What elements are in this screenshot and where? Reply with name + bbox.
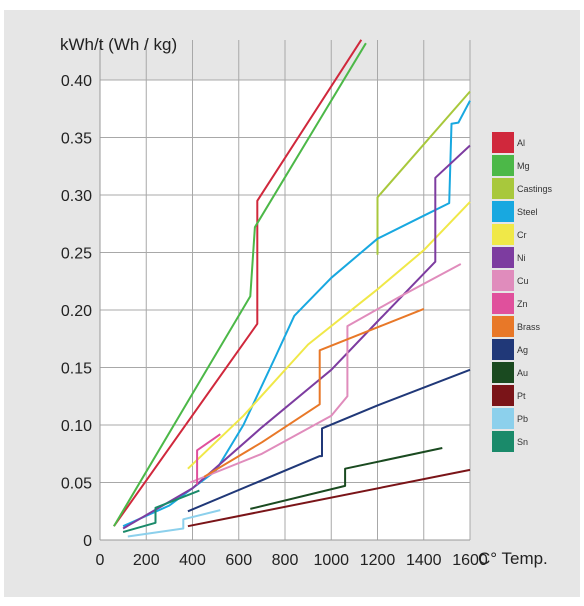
legend-swatch xyxy=(492,339,514,360)
x-tick-label: 1000 xyxy=(313,552,349,569)
series-line-castings xyxy=(376,90,471,255)
legend-swatch xyxy=(492,155,514,176)
x-tick-label: 400 xyxy=(179,552,206,569)
y-axis-label: kWh/t (Wh / kg) xyxy=(60,35,177,54)
series-line-brass xyxy=(203,307,425,478)
legend-label: Ag xyxy=(517,345,528,355)
x-tick-label: 800 xyxy=(272,552,299,569)
x-tick-label: 600 xyxy=(225,552,252,569)
tick-labels: 0 200 400 600 800 1000 1200 1400 1600 0 0.05 0.10 0.… xyxy=(61,73,488,569)
legend-swatch xyxy=(492,270,514,291)
y-tick-label: 0.20 xyxy=(61,303,92,320)
legend-swatch xyxy=(492,408,514,429)
legend-swatch xyxy=(492,178,514,199)
series-line-pb xyxy=(127,509,221,538)
y-tick-label: 0.10 xyxy=(61,418,92,435)
legend-swatch xyxy=(492,316,514,337)
series-line-cu xyxy=(189,263,462,484)
legend-label: Pb xyxy=(517,414,528,424)
legend-label: Al xyxy=(517,138,525,148)
legend-label: Cu xyxy=(517,276,529,286)
legend-label: Steel xyxy=(517,207,538,217)
y-tick-label: 0.30 xyxy=(61,188,92,205)
series-line-ni xyxy=(122,144,471,530)
legend-label: Pt xyxy=(517,391,526,401)
series-line-mg xyxy=(113,42,367,527)
series-line-au xyxy=(250,447,443,510)
legend-swatch xyxy=(492,362,514,383)
series-line-pt xyxy=(187,468,471,528)
legend-label: Zn xyxy=(517,299,528,309)
legend-label: Cr xyxy=(517,230,527,240)
y-tick-label: 0 xyxy=(83,533,92,550)
x-tick-label: 0 xyxy=(96,552,105,569)
series-lines xyxy=(113,39,471,538)
x-tick-label: 1400 xyxy=(406,552,442,569)
series-line-zn xyxy=(196,433,221,485)
legend-swatch xyxy=(492,224,514,245)
legend: Al Mg Castings Steel Cr Ni Cu Zn Brass Ag Au Pt Pb Sn xyxy=(492,132,553,452)
legend-label: Brass xyxy=(517,322,541,332)
y-tick-label: 0.05 xyxy=(61,476,92,493)
series-line-cr xyxy=(187,201,471,470)
legend-label: Castings xyxy=(517,184,553,194)
x-axis-label: C° Temp. xyxy=(478,549,548,568)
x-tick-label: 1200 xyxy=(360,552,396,569)
x-tick-label: 1600 xyxy=(452,552,488,569)
legend-label: Au xyxy=(517,368,528,378)
y-tick-label: 0.25 xyxy=(61,246,92,263)
legend-label: Sn xyxy=(517,437,528,447)
series-line-al xyxy=(113,39,363,527)
series-line-ag xyxy=(187,368,471,513)
grid xyxy=(99,40,471,541)
legend-swatch xyxy=(492,132,514,153)
legend-label: Mg xyxy=(517,161,530,171)
y-tick-label: 0.15 xyxy=(61,361,92,378)
y-tick-label: 0.40 xyxy=(61,73,92,90)
y-tick-label: 0.35 xyxy=(61,131,92,148)
legend-swatch xyxy=(492,385,514,406)
series-line-sn xyxy=(122,489,200,533)
legend-swatch xyxy=(492,431,514,452)
legend-label: Ni xyxy=(517,253,526,263)
legend-swatch xyxy=(492,293,514,314)
legend-swatch xyxy=(492,201,514,222)
legend-swatch xyxy=(492,247,514,268)
x-tick-label: 200 xyxy=(133,552,160,569)
